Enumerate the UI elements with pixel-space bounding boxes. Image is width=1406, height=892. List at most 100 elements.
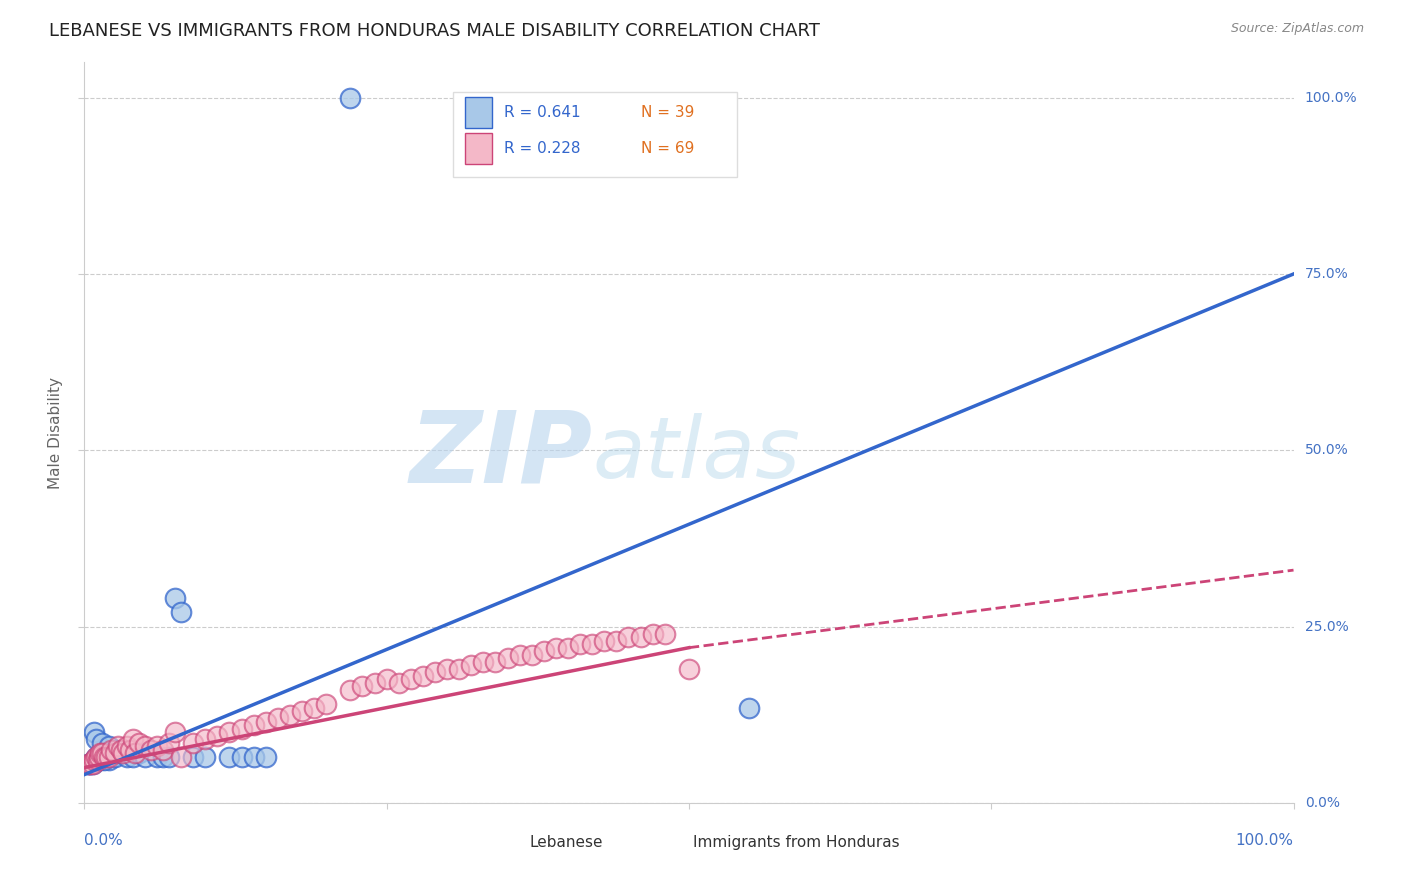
Point xyxy=(87,754,110,768)
Point xyxy=(79,757,101,772)
Point xyxy=(134,750,156,764)
Point xyxy=(146,750,169,764)
Point xyxy=(630,630,652,644)
Point xyxy=(100,747,122,761)
Point xyxy=(412,669,434,683)
Point xyxy=(617,630,640,644)
Point xyxy=(291,704,314,718)
Point xyxy=(86,750,108,764)
Point xyxy=(399,673,422,687)
Point xyxy=(423,665,446,680)
Point xyxy=(93,750,115,764)
Point xyxy=(91,736,114,750)
Point xyxy=(84,754,107,768)
Point xyxy=(128,747,150,761)
Point xyxy=(533,644,555,658)
Point xyxy=(593,633,616,648)
Point xyxy=(218,725,240,739)
Point xyxy=(339,683,361,698)
Point xyxy=(120,743,142,757)
Point xyxy=(89,747,111,761)
Point xyxy=(388,676,411,690)
Point xyxy=(86,754,108,768)
Point xyxy=(82,757,104,772)
Point xyxy=(107,739,129,754)
Point xyxy=(115,739,138,754)
FancyBboxPatch shape xyxy=(465,133,492,164)
Point xyxy=(460,658,482,673)
Point xyxy=(449,662,471,676)
Point xyxy=(641,626,664,640)
Point xyxy=(165,725,187,739)
Point xyxy=(97,750,120,764)
Point xyxy=(83,754,105,768)
Point xyxy=(104,747,127,761)
Point xyxy=(165,591,187,606)
Point xyxy=(194,750,217,764)
Point xyxy=(146,739,169,754)
Point xyxy=(94,750,117,764)
Text: Source: ZipAtlas.com: Source: ZipAtlas.com xyxy=(1230,22,1364,36)
Point xyxy=(89,754,111,768)
Point xyxy=(104,743,127,757)
Text: 100.0%: 100.0% xyxy=(1236,833,1294,848)
FancyBboxPatch shape xyxy=(495,827,522,858)
Point xyxy=(152,750,174,764)
Text: 0.0%: 0.0% xyxy=(84,833,124,848)
FancyBboxPatch shape xyxy=(453,92,737,178)
Text: Immigrants from Honduras: Immigrants from Honduras xyxy=(693,835,900,850)
Y-axis label: Male Disability: Male Disability xyxy=(48,376,63,489)
Point xyxy=(104,750,127,764)
Point xyxy=(77,757,100,772)
Text: R = 0.228: R = 0.228 xyxy=(503,141,581,156)
Point xyxy=(128,736,150,750)
Point xyxy=(79,757,101,772)
Text: ZIP: ZIP xyxy=(409,407,592,503)
Point xyxy=(472,655,495,669)
Point xyxy=(242,750,264,764)
Text: 100.0%: 100.0% xyxy=(1305,91,1357,104)
Point xyxy=(110,743,132,757)
Text: Lebanese: Lebanese xyxy=(529,835,603,850)
Point xyxy=(79,757,101,772)
Point xyxy=(569,637,592,651)
Text: R = 0.641: R = 0.641 xyxy=(503,105,581,120)
Point xyxy=(181,750,204,764)
Point xyxy=(124,747,146,761)
Point xyxy=(544,640,567,655)
FancyBboxPatch shape xyxy=(659,827,685,858)
Text: 0.0%: 0.0% xyxy=(1305,796,1340,810)
Point xyxy=(83,725,105,739)
Point xyxy=(302,700,325,714)
Point xyxy=(678,662,700,676)
Point xyxy=(207,729,229,743)
Point xyxy=(152,743,174,757)
Text: 25.0%: 25.0% xyxy=(1305,620,1348,633)
Text: LEBANESE VS IMMIGRANTS FROM HONDURAS MALE DISABILITY CORRELATION CHART: LEBANESE VS IMMIGRANTS FROM HONDURAS MAL… xyxy=(49,22,820,40)
Point xyxy=(654,626,676,640)
Point xyxy=(121,750,143,764)
Point xyxy=(242,718,264,732)
Point xyxy=(484,655,506,669)
Point xyxy=(170,606,193,620)
Point xyxy=(231,722,253,736)
Point xyxy=(110,747,132,761)
Point xyxy=(86,732,108,747)
Point xyxy=(157,750,180,764)
Point xyxy=(581,637,603,651)
Point xyxy=(352,680,374,694)
Point xyxy=(496,651,519,665)
Point xyxy=(97,754,120,768)
Point xyxy=(339,91,361,105)
Point xyxy=(87,750,110,764)
Point xyxy=(93,754,115,768)
Point xyxy=(77,757,100,772)
Point xyxy=(86,750,108,764)
Point xyxy=(181,736,204,750)
Point xyxy=(375,673,398,687)
Point xyxy=(134,739,156,754)
Point xyxy=(91,747,114,761)
Text: N = 39: N = 39 xyxy=(641,105,695,120)
Point xyxy=(100,743,122,757)
Point xyxy=(254,714,277,729)
